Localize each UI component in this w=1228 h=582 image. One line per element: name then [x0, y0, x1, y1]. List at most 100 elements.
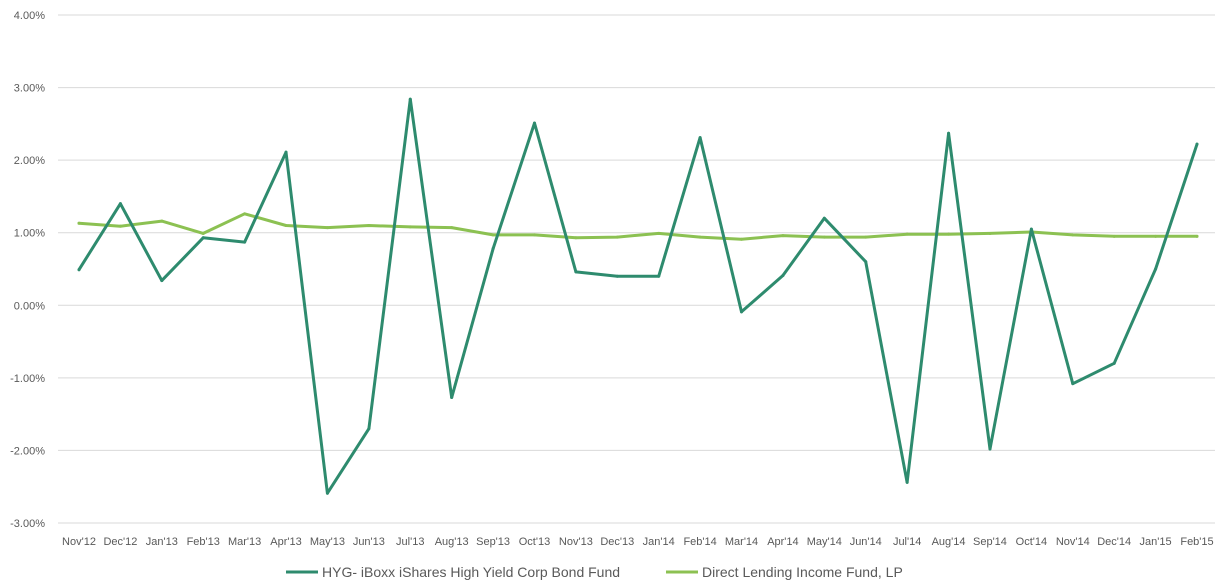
- data-point: [367, 427, 371, 431]
- data-point: [1112, 361, 1116, 365]
- series-line: [77, 97, 1199, 495]
- data-point: [491, 247, 495, 251]
- x-tick-label: Mar'13: [228, 536, 261, 548]
- data-point: [367, 223, 371, 227]
- data-point: [77, 268, 81, 272]
- data-point: [160, 219, 164, 223]
- x-tick-label: Sep'13: [476, 536, 510, 548]
- x-tick-label: Dec'13: [600, 536, 634, 548]
- data-point: [325, 491, 329, 495]
- data-point: [1029, 227, 1033, 231]
- data-point: [491, 233, 495, 237]
- x-axis-tick-labels: Nov'12 Dec'12 Jan'13 Feb'13 Mar'13 Apr'13 May'…: [62, 536, 1214, 548]
- data-point: [325, 226, 329, 230]
- data-point: [988, 231, 992, 235]
- data-point: [77, 221, 81, 225]
- data-point: [905, 480, 909, 484]
- data-point: [657, 274, 661, 278]
- data-point: [574, 270, 578, 274]
- y-tick-label: 0.00%: [14, 300, 45, 312]
- data-point: [781, 274, 785, 278]
- x-tick-label: Oct'13: [519, 536, 550, 548]
- data-point: [574, 236, 578, 240]
- data-point: [160, 279, 164, 283]
- series-lines: [77, 97, 1199, 495]
- x-tick-label: Aug'14: [932, 536, 966, 548]
- data-point: [450, 226, 454, 230]
- x-tick-label: Jan'15: [1140, 536, 1172, 548]
- data-point: [822, 216, 826, 220]
- legend-label: HYG- iBoxx iShares High Yield Corp Bond …: [322, 564, 620, 580]
- data-point: [1154, 234, 1158, 238]
- x-tick-label: Jun'14: [850, 536, 882, 548]
- data-point: [740, 237, 744, 241]
- data-point: [1195, 142, 1199, 146]
- data-point: [1071, 233, 1075, 237]
- data-point: [201, 231, 205, 235]
- data-point: [201, 236, 205, 240]
- data-point: [532, 233, 536, 237]
- data-point: [822, 235, 826, 239]
- x-tick-label: Feb'13: [187, 536, 220, 548]
- x-tick-label: Jul'14: [893, 536, 921, 548]
- legend: HYG- iBoxx iShares High Yield Corp Bond …: [286, 564, 903, 580]
- data-point: [284, 223, 288, 227]
- x-tick-label: Apr'13: [270, 536, 301, 548]
- data-point: [532, 121, 536, 125]
- data-point: [740, 310, 744, 314]
- x-tick-label: Aug'13: [435, 536, 469, 548]
- legend-label: Direct Lending Income Fund, LP: [702, 564, 903, 580]
- y-axis-tick-labels: -3.00% -2.00% -1.00% 0.00% 1.00% 2.00% 3.00% 4.…: [10, 10, 45, 530]
- x-tick-label: Jul'13: [396, 536, 424, 548]
- x-tick-label: Jan'13: [146, 536, 178, 548]
- series-line: [77, 212, 1199, 241]
- y-tick-label: 2.00%: [14, 155, 45, 167]
- data-point: [1195, 234, 1199, 238]
- x-tick-label: Sep'14: [973, 536, 1007, 548]
- data-point: [698, 136, 702, 140]
- y-tick-label: -3.00%: [10, 518, 45, 530]
- y-tick-label: -1.00%: [10, 373, 45, 385]
- data-point: [284, 150, 288, 154]
- data-point: [408, 97, 412, 101]
- x-tick-label: May'14: [807, 536, 842, 548]
- x-tick-label: Jan'14: [643, 536, 675, 548]
- data-point: [1071, 382, 1075, 386]
- y-tick-label: 4.00%: [14, 10, 45, 22]
- x-tick-label: May'13: [310, 536, 345, 548]
- x-tick-label: Dec'12: [103, 536, 137, 548]
- x-tick-label: Jun'13: [353, 536, 385, 548]
- data-point: [657, 231, 661, 235]
- data-point: [947, 232, 951, 236]
- data-point: [988, 447, 992, 451]
- x-tick-label: Feb'14: [683, 536, 716, 548]
- x-tick-label: Feb'15: [1180, 536, 1213, 548]
- data-point: [615, 274, 619, 278]
- data-point: [947, 131, 951, 135]
- data-point: [864, 260, 868, 264]
- x-tick-label: Nov'12: [62, 536, 96, 548]
- data-point: [450, 395, 454, 399]
- data-point: [118, 224, 122, 228]
- y-tick-label: 3.00%: [14, 83, 45, 95]
- data-point: [905, 232, 909, 236]
- data-point: [1112, 234, 1116, 238]
- data-point: [864, 235, 868, 239]
- x-tick-label: Oct'14: [1016, 536, 1047, 548]
- x-tick-label: Nov'14: [1056, 536, 1090, 548]
- y-tick-label: -2.00%: [10, 445, 45, 457]
- data-point: [243, 212, 247, 216]
- x-tick-label: Dec'14: [1097, 536, 1131, 548]
- data-point: [243, 240, 247, 244]
- data-point: [118, 202, 122, 206]
- x-tick-label: Nov'13: [559, 536, 593, 548]
- x-tick-label: Apr'14: [767, 536, 798, 548]
- data-point: [1154, 267, 1158, 271]
- data-point: [408, 225, 412, 229]
- data-point: [615, 235, 619, 239]
- y-tick-label: 1.00%: [14, 228, 45, 240]
- data-point: [698, 235, 702, 239]
- x-tick-label: Mar'14: [725, 536, 758, 548]
